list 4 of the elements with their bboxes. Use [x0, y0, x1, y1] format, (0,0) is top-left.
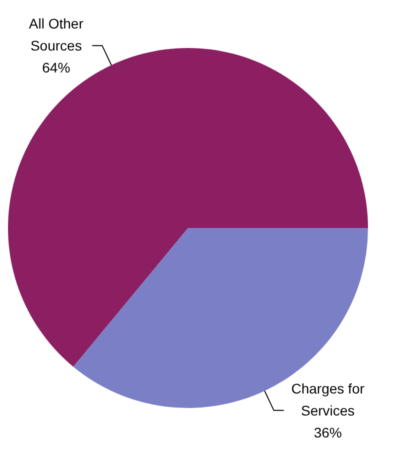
- data-label: 64%: [42, 60, 70, 76]
- slice-label: Charges for Services: [291, 380, 365, 418]
- slice-label: All Other Sources: [28, 16, 84, 54]
- data-label: 36%: [314, 424, 342, 440]
